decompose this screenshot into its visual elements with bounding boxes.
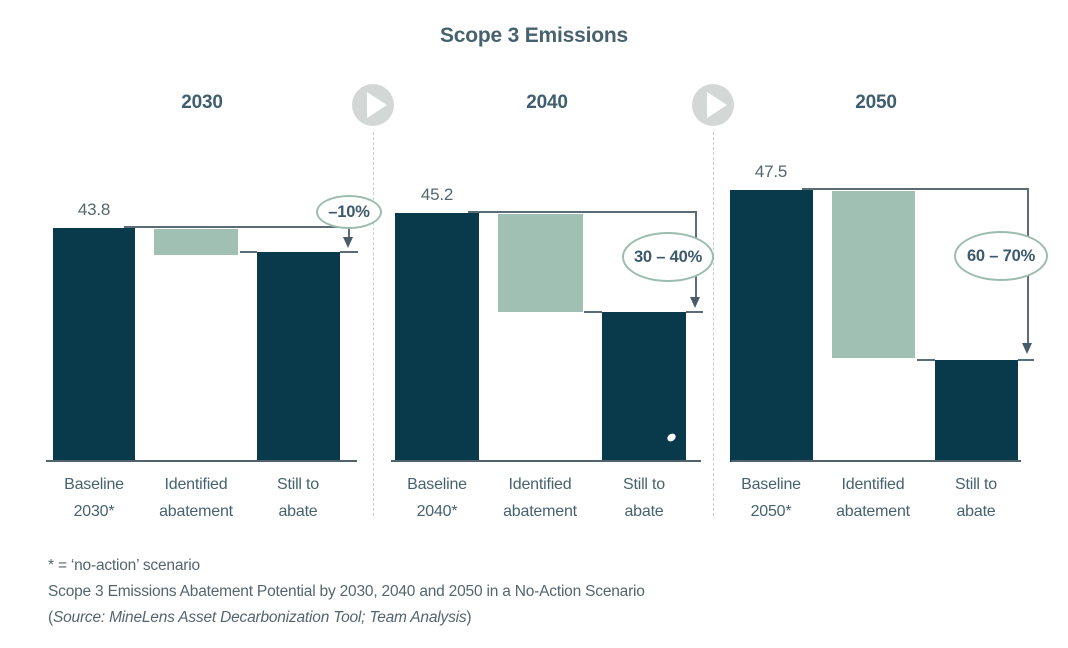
level-tick <box>240 251 257 253</box>
column-label-line: 2030* <box>73 503 115 520</box>
footnotes: * = ‘no-action’ scenario Scope 3 Emissio… <box>48 553 808 631</box>
baseline-value-label: 45.2 <box>420 185 454 204</box>
bar-baseline <box>53 228 135 462</box>
column-label-line: Baseline <box>407 476 467 493</box>
bar-baseline <box>730 190 813 462</box>
source-text: Source: MineLens Asset Decarbonization T… <box>52 609 467 626</box>
column-label-line: Identified <box>508 476 572 493</box>
column-label-line: Identified <box>164 476 228 493</box>
bar-still-to-abate <box>935 360 1018 462</box>
down-arrow-icon <box>690 297 700 308</box>
column-label-identified-abatement: Identified abatement <box>141 471 251 525</box>
column-label-line: Still to <box>277 476 319 493</box>
column-label-line: 2050* <box>750 503 792 520</box>
baseline-value-label: 43.8 <box>77 200 111 219</box>
baseline-level-line <box>802 188 1029 190</box>
column-label-still-to-abate: Still to abate <box>243 471 353 525</box>
reduction-badge: 60 – 70% <box>954 231 1048 281</box>
source-paren-close: ) <box>466 609 472 626</box>
down-arrow-icon <box>1022 343 1032 354</box>
column-label-line: Still to <box>623 476 665 493</box>
bar-baseline <box>395 213 479 462</box>
column-label-identified-abatement: Identified abatement <box>818 471 928 525</box>
page-title: Scope 3 Emissions <box>439 24 628 47</box>
play-circle-icon <box>351 83 395 127</box>
reduction-badge: 30 – 40% <box>622 232 714 282</box>
bar-identified-abatement <box>498 214 583 312</box>
column-label-line: abate <box>278 503 318 520</box>
bar-identified-abatement <box>154 229 238 255</box>
column-label-line: Identified <box>841 476 905 493</box>
column-label-line: Baseline <box>64 476 124 493</box>
column-label-line: Baseline <box>741 476 801 493</box>
x-axis-line <box>391 460 701 462</box>
column-label-line: abatement <box>503 503 577 520</box>
column-label-line: 2040* <box>416 503 458 520</box>
column-label-line: abatement <box>159 503 233 520</box>
column-label-line: abate <box>624 503 664 520</box>
column-label-line: abate <box>956 503 996 520</box>
down-arrow-icon <box>343 237 353 248</box>
column-label-still-to-abate: Still to abate <box>589 471 699 525</box>
column-label-line: Still to <box>955 476 997 493</box>
x-axis-line <box>46 460 357 462</box>
level-tick <box>686 311 703 313</box>
reduction-badge: –10% <box>316 195 382 229</box>
column-label-still-to-abate: Still to abate <box>921 471 1031 525</box>
figure-caption: Scope 3 Emissions Abatement Potential by… <box>48 583 645 600</box>
column-label-baseline: Baseline 2040* <box>382 471 492 525</box>
reduction-arrow-line <box>348 228 350 237</box>
panel-year-label: 2030 <box>181 92 223 113</box>
panel-year-label: 2040 <box>526 92 568 113</box>
play-circle-icon <box>691 83 735 127</box>
column-label-baseline: Baseline 2030* <box>39 471 149 525</box>
x-axis-line <box>731 460 1021 462</box>
footnote-asterisk: * = ‘no-action’ scenario <box>48 557 200 574</box>
column-label-identified-abatement: Identified abatement <box>485 471 595 525</box>
bar-still-to-abate <box>257 252 340 462</box>
source-paren-open: ( <box>48 609 53 626</box>
level-tick <box>340 251 358 253</box>
panel-year-label: 2050 <box>855 92 897 113</box>
baseline-value-label: 47.5 <box>754 162 788 181</box>
baseline-level-line <box>468 211 697 213</box>
column-label-line: abatement <box>836 503 910 520</box>
level-tick <box>584 311 602 313</box>
baseline-level-line <box>124 226 351 228</box>
panel-divider <box>373 132 374 516</box>
bar-identified-abatement <box>832 191 915 358</box>
panel-divider <box>713 132 714 516</box>
level-tick <box>917 359 935 361</box>
source-line: (Source: MineLens Asset Decarbonization … <box>48 605 808 631</box>
level-tick <box>1018 359 1034 361</box>
column-label-baseline: Baseline 2050* <box>716 471 826 525</box>
